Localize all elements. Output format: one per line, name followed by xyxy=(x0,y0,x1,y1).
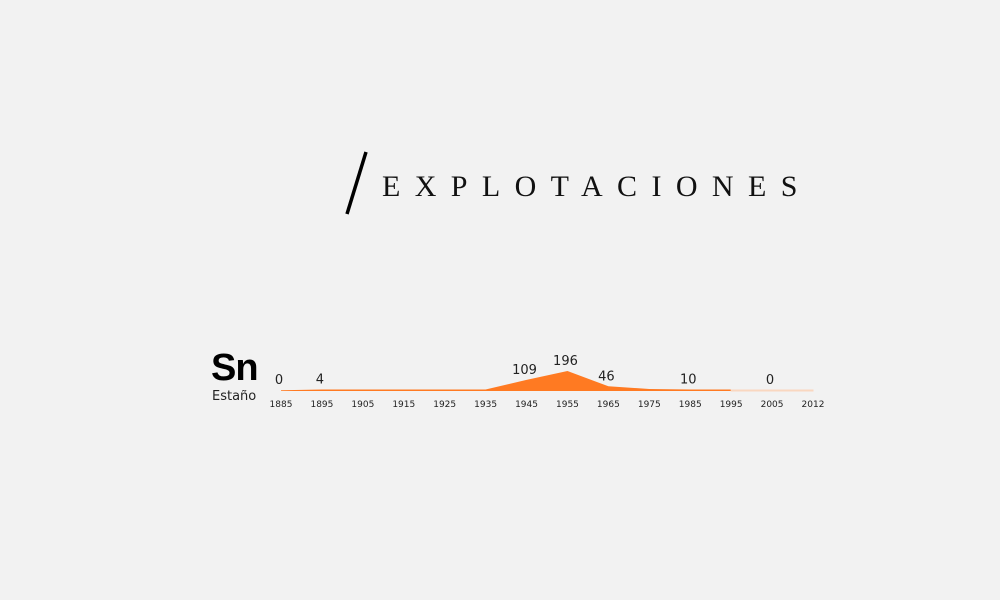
title-slash xyxy=(345,151,368,215)
x-tick-label: 1965 xyxy=(597,400,620,410)
x-tick-label: 1925 xyxy=(433,400,456,410)
data-label: 109 xyxy=(512,363,537,378)
data-label: 4 xyxy=(316,373,324,388)
page-title: EXPLOTACIONES xyxy=(382,170,812,203)
x-tick-label: 1885 xyxy=(270,400,293,410)
x-tick-label: 1955 xyxy=(556,400,579,410)
x-tick-label: 1895 xyxy=(310,400,333,410)
x-tick-label: 2012 xyxy=(802,400,825,410)
x-tick-label: 1985 xyxy=(679,400,702,410)
x-tick-label: 1915 xyxy=(392,400,415,410)
data-label: 0 xyxy=(275,373,283,388)
area-series-faded xyxy=(730,389,814,392)
data-label: 10 xyxy=(680,373,697,388)
data-label: 196 xyxy=(553,354,578,369)
data-label: 0 xyxy=(766,373,774,388)
area-series xyxy=(281,371,732,391)
x-tick-label: 2005 xyxy=(761,400,784,410)
x-tick-label: 1945 xyxy=(515,400,538,410)
x-tick-label: 1935 xyxy=(474,400,497,410)
element-symbol: Sn xyxy=(211,347,259,389)
x-tick-label: 1995 xyxy=(720,400,743,410)
element-name: Estaño xyxy=(212,389,257,404)
data-label: 46 xyxy=(598,369,615,384)
x-tick-label: 1905 xyxy=(351,400,374,410)
x-tick-label: 1975 xyxy=(638,400,661,410)
